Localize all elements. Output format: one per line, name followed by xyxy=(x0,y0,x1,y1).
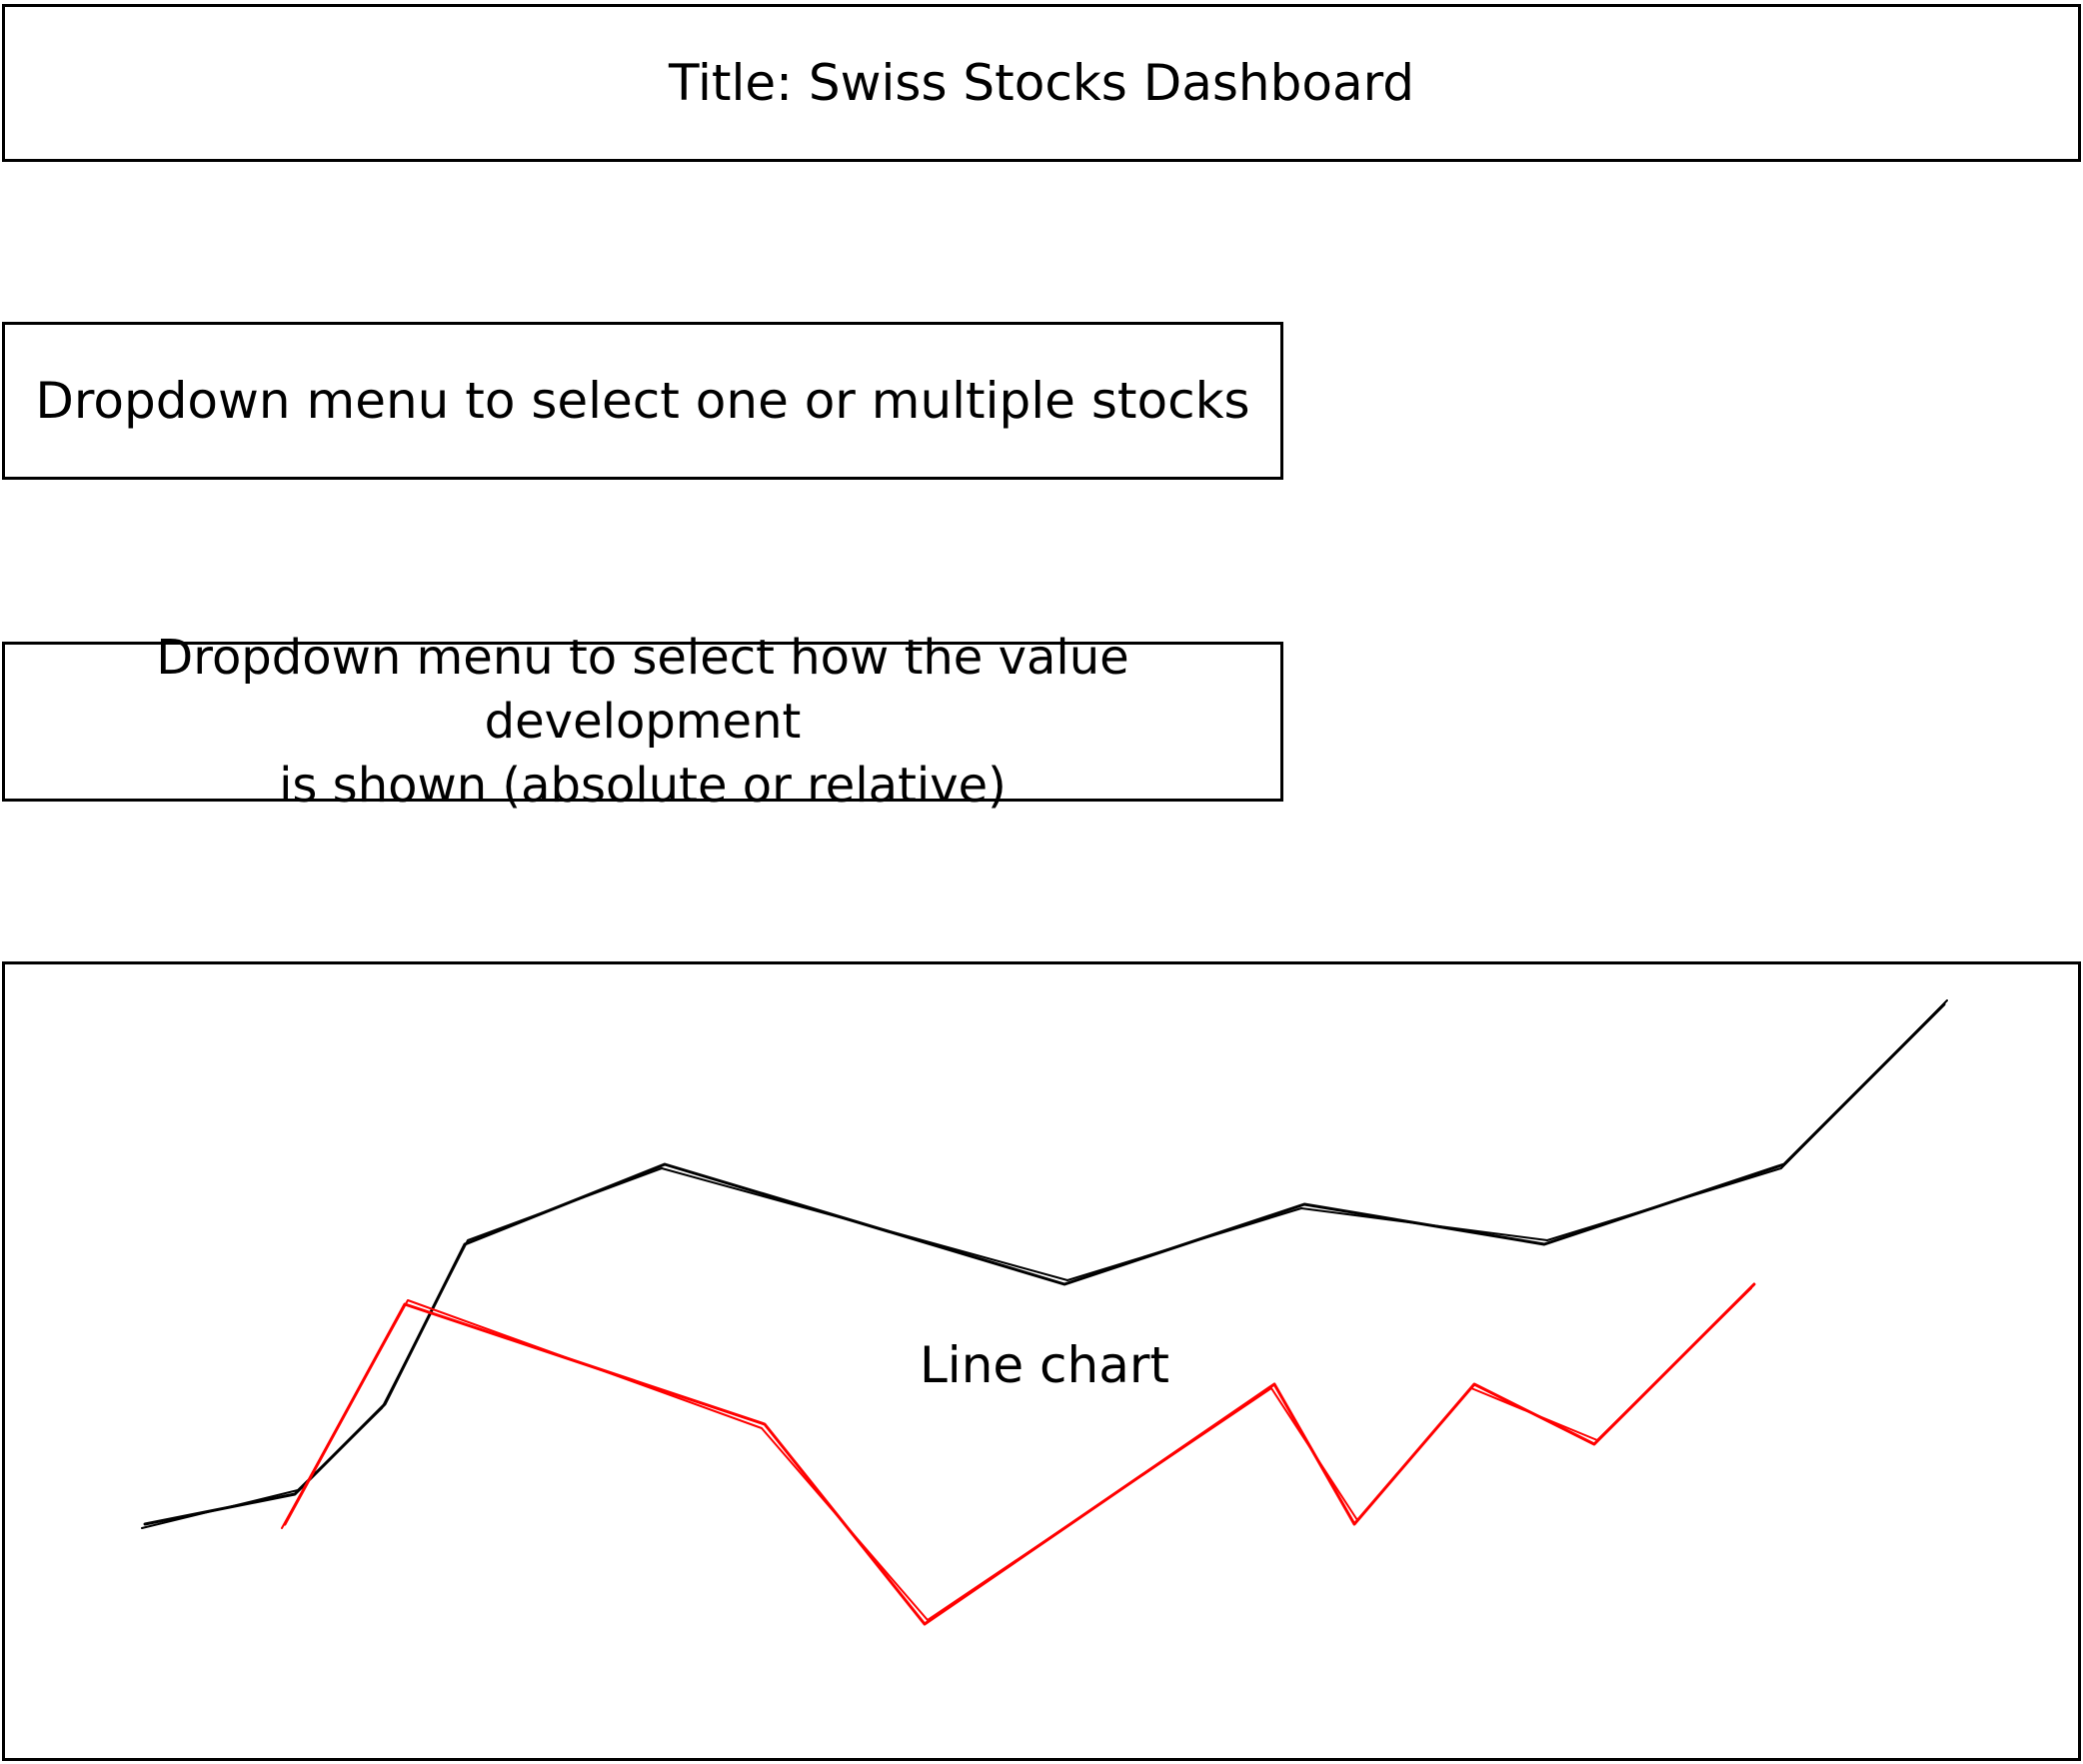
stock-select-dropdown-label: Dropdown menu to select one or multiple … xyxy=(35,372,1250,430)
series-line-1 xyxy=(143,1002,1946,1526)
title-box: Title: Swiss Stocks Dashboard xyxy=(2,4,2081,162)
page-title: Title: Swiss Stocks Dashboard xyxy=(669,54,1414,112)
chart-label: Line chart xyxy=(919,1336,1170,1394)
value-mode-dropdown-label: Dropdown menu to select how the value de… xyxy=(156,630,1129,814)
line-chart-panel: Line chart xyxy=(2,961,2081,1761)
line-chart xyxy=(141,999,1948,1626)
stock-select-dropdown[interactable]: Dropdown menu to select one or multiple … xyxy=(2,322,1283,480)
series-line-2-sketch xyxy=(281,1287,1752,1621)
value-mode-dropdown[interactable]: Dropdown menu to select how the value de… xyxy=(2,630,1283,814)
series-line-2 xyxy=(283,1282,1756,1626)
series-line-1-sketch xyxy=(141,999,1948,1529)
